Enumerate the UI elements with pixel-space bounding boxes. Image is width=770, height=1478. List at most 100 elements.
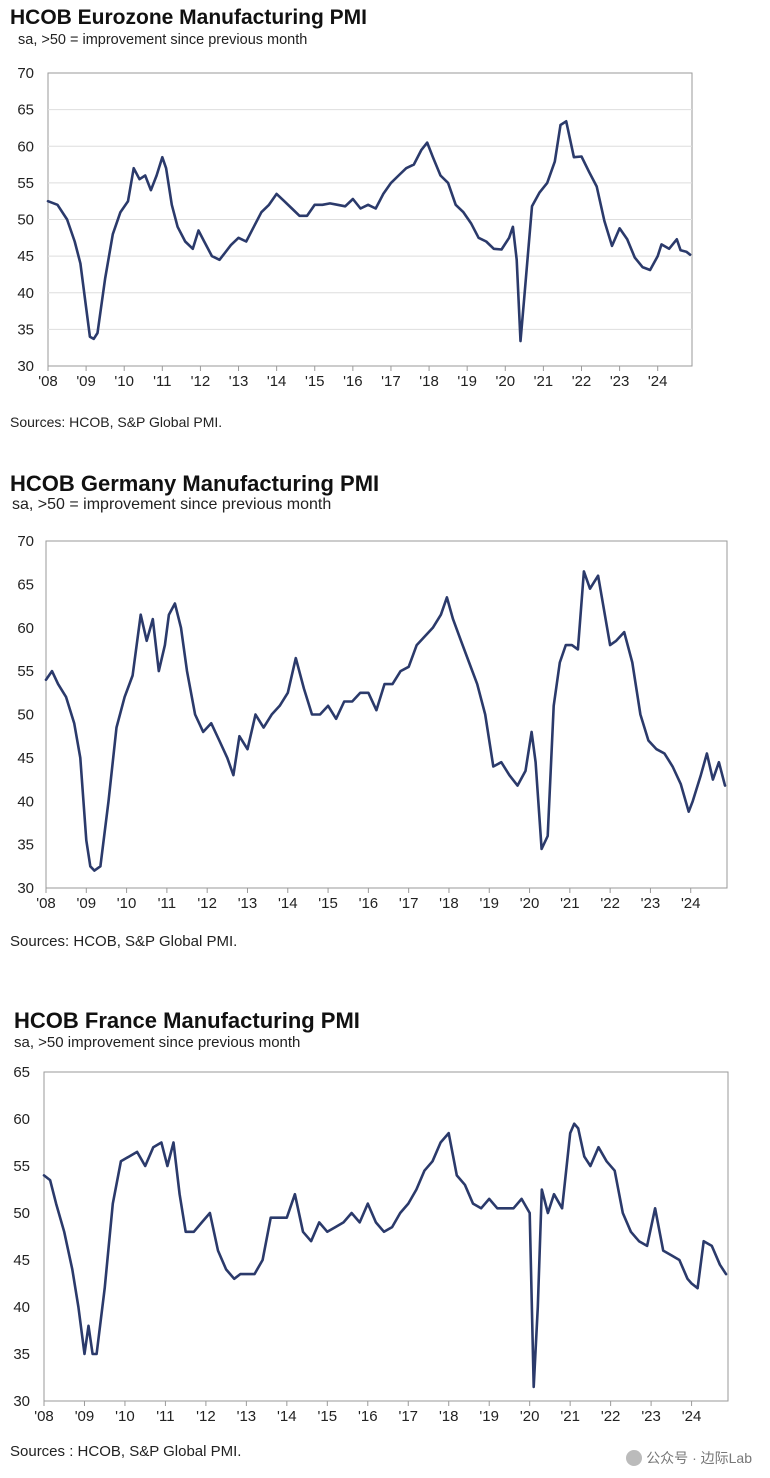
x-tick-label: '13 <box>237 1408 257 1425</box>
x-tick-label: '23 <box>641 895 661 912</box>
x-tick-label: '11 <box>153 373 171 390</box>
x-tick-label: '13 <box>238 895 258 912</box>
x-tick-label: '18 <box>419 373 439 390</box>
y-tick-label: 65 <box>17 576 34 593</box>
x-tick-label: '16 <box>359 895 379 912</box>
y-tick-label: 55 <box>17 175 34 192</box>
y-tick-label: 60 <box>13 1111 30 1128</box>
y-tick-label: 50 <box>13 1205 30 1222</box>
chart-source: Sources: HCOB, S&P Global PMI. <box>10 933 238 950</box>
chart-plot-eurozone: 30 35 40 45 50 55 60 65 70 '08 '09 '10 '11 '12 '13 '14 '… <box>17 65 693 390</box>
x-tick-label: '22 <box>600 895 620 912</box>
x-tick-label: '19 <box>479 1408 499 1425</box>
y-tick-label: 30 <box>17 880 34 897</box>
x-tick-label: '17 <box>398 1408 418 1425</box>
x-tick-label: '12 <box>196 1408 216 1425</box>
series-line <box>42 1122 728 1389</box>
x-tick-label: '19 <box>479 895 499 912</box>
x-tick-label: '08 <box>34 1408 54 1425</box>
x-tick-label: '24 <box>681 895 701 912</box>
x-tick-label: '09 <box>77 895 97 912</box>
x-tick-label: '09 <box>76 373 96 390</box>
x-tick-label: '19 <box>457 373 477 390</box>
y-tick-label: 50 <box>17 212 34 229</box>
x-tick-label: '15 <box>305 373 325 390</box>
x-tick-label: '10 <box>117 895 137 912</box>
x-tick-label: '18 <box>439 895 459 912</box>
chart-subtitle: sa, >50 improvement since previous month <box>14 1034 301 1051</box>
chart-title: HCOB Eurozone Manufacturing PMI <box>10 6 367 29</box>
y-tick-label: 45 <box>17 248 34 265</box>
chart-subtitle: sa, >50 = improvement since previous mon… <box>18 32 308 48</box>
y-tick-label: 40 <box>17 793 34 810</box>
x-tick-label: '17 <box>399 895 419 912</box>
y-tick-label: 30 <box>17 358 34 375</box>
x-tick-label: '20 <box>520 1408 540 1425</box>
x-tick-label: '23 <box>641 1408 661 1425</box>
x-tick-label: '09 <box>75 1408 95 1425</box>
x-tick-label: '14 <box>277 1408 297 1425</box>
x-tick-label: '20 <box>520 895 540 912</box>
watermark-text: 公众号 · 边际Lab <box>646 1450 752 1466</box>
chart-source: Sources: HCOB, S&P Global PMI. <box>10 414 223 430</box>
x-tick-label: '24 <box>648 373 668 390</box>
x-tick-label: '22 <box>601 1408 621 1425</box>
y-tick-label: 45 <box>17 750 34 767</box>
x-tick-label: '08 <box>36 895 56 912</box>
y-tick-label: 65 <box>17 102 34 119</box>
y-tick-label: 70 <box>17 65 34 82</box>
chart-subtitle: sa, >50 = improvement since previous mon… <box>12 496 332 513</box>
plot-frame <box>43 1071 729 1402</box>
x-tick-label: '17 <box>381 373 401 390</box>
chart-plot-france: 30 35 40 45 50 55 60 65 '08 '09 '10 '11 '12 '13 '14 '15… <box>13 1064 729 1425</box>
y-tick-label: 55 <box>13 1158 30 1175</box>
x-tick-label: '10 <box>114 373 134 390</box>
x-tick-label: '21 <box>560 895 580 912</box>
x-tick-label: '13 <box>229 373 249 390</box>
x-tick-label: '22 <box>572 373 592 390</box>
x-tick-label: '14 <box>267 373 287 390</box>
series-line <box>44 570 727 872</box>
y-tick-label: 70 <box>17 533 34 550</box>
chart-source: Sources : HCOB, S&P Global PMI. <box>10 1443 242 1460</box>
chart-title: HCOB Germany Manufacturing PMI <box>10 471 380 496</box>
wechat-icon <box>626 1450 643 1466</box>
series-line <box>46 120 692 343</box>
chart-title: HCOB France Manufacturing PMI <box>14 1008 360 1033</box>
y-tick-label: 35 <box>17 837 34 854</box>
y-tick-label: 40 <box>17 285 34 302</box>
x-tick-label: '12 <box>191 373 211 390</box>
x-tick-label: '16 <box>358 1408 378 1425</box>
x-tick-label: '16 <box>343 373 363 390</box>
x-tick-label: '12 <box>197 895 217 912</box>
y-tick-label: 60 <box>17 620 34 637</box>
x-tick-label: '20 <box>495 373 515 390</box>
chart-plot-germany: 30 35 40 45 50 55 60 65 70 '08 '09 '10 '11 '12 '13 '14 '… <box>17 533 728 912</box>
x-tick-label: '24 <box>682 1408 702 1425</box>
x-tick-label: '23 <box>610 373 630 390</box>
x-tick-label: '15 <box>318 895 338 912</box>
y-tick-label: 35 <box>17 321 34 338</box>
x-tick-label: '15 <box>318 1408 338 1425</box>
x-tick-label: '21 <box>534 373 554 390</box>
x-tick-label: '14 <box>278 895 298 912</box>
y-tick-label: 35 <box>13 1346 30 1363</box>
plot-frame <box>45 540 728 889</box>
x-tick-label: '10 <box>115 1408 135 1425</box>
x-tick-label: '08 <box>38 373 58 390</box>
chart-panel-eurozone: HCOB Eurozone Manufacturing PMI sa, >50 … <box>0 0 770 440</box>
y-tick-label: 40 <box>13 1299 30 1316</box>
x-tick-label: '21 <box>560 1408 580 1425</box>
y-tick-label: 55 <box>17 663 34 680</box>
chart-panel-germany: HCOB Germany Manufacturing PMI sa, >50 =… <box>10 471 728 950</box>
y-tick-label: 65 <box>13 1064 30 1081</box>
y-tick-label: 60 <box>17 138 34 155</box>
y-tick-label: 30 <box>13 1393 30 1410</box>
x-tick-label: '11 <box>156 1408 174 1425</box>
watermark: 公众号 · 边际Lab <box>626 1448 752 1468</box>
y-tick-label: 45 <box>13 1252 30 1269</box>
x-tick-label: '18 <box>439 1408 459 1425</box>
y-tick-label: 50 <box>17 707 34 724</box>
x-tick-label: '11 <box>158 895 176 912</box>
